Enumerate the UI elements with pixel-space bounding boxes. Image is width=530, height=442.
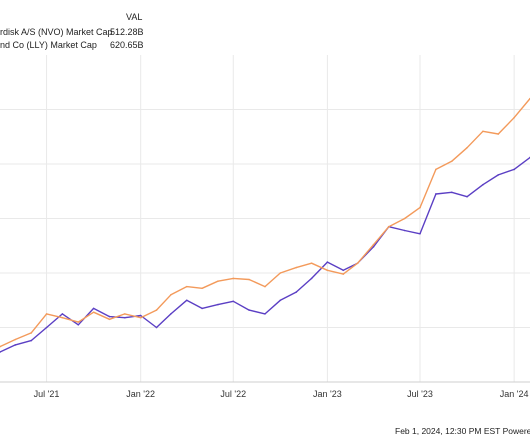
data-point-nvo <box>497 174 500 176</box>
data-point-lly <box>497 133 500 135</box>
data-point-nvo <box>248 309 250 311</box>
data-point-nvo <box>310 277 313 280</box>
data-point-lly <box>388 225 390 228</box>
data-point-lly <box>326 269 329 272</box>
legend-label-lly: nd Co (LLY) Market Cap <box>0 40 97 50</box>
data-point-lly <box>155 309 158 311</box>
footer-attribution: Feb 1, 2024, 12:30 PM EST Powered by ' <box>395 426 530 436</box>
data-point-nvo <box>30 339 33 342</box>
data-point-lly <box>513 116 515 119</box>
data-point-lly <box>139 316 142 319</box>
data-point-nvo <box>77 323 80 326</box>
data-point-nvo <box>185 299 188 302</box>
data-point-lly <box>232 277 235 280</box>
data-point-lly <box>14 338 17 341</box>
data-point-nvo <box>217 303 219 306</box>
data-point-lly <box>30 332 33 334</box>
data-point-lly <box>295 266 298 269</box>
data-point-lly <box>201 287 203 290</box>
data-point-lly <box>264 285 266 288</box>
data-point-nvo <box>435 193 437 195</box>
data-point-lly <box>124 313 126 315</box>
data-point-nvo <box>513 168 515 171</box>
data-point-lly <box>92 311 95 314</box>
x-tick-label: Jan '24 <box>500 389 529 399</box>
data-point-nvo <box>419 232 421 235</box>
legend-value-nvo: 512.28B <box>110 27 144 37</box>
data-point-nvo <box>14 344 17 346</box>
data-point-nvo <box>450 191 453 194</box>
data-point-nvo <box>232 300 235 303</box>
legend-label-nvo: rdisk A/S (NVO) Market Cap <box>0 27 113 37</box>
grid-layer <box>0 55 530 383</box>
data-point-lly <box>403 217 406 220</box>
x-tick-label: Jul '21 <box>34 389 60 399</box>
data-point-lly <box>170 294 172 296</box>
data-point-nvo <box>372 246 375 248</box>
data-point-nvo <box>326 261 329 263</box>
series-layer <box>0 97 530 353</box>
data-point-lly <box>450 160 453 163</box>
data-point-lly <box>45 313 48 315</box>
data-point-lly <box>419 206 421 209</box>
data-point-lly <box>279 272 282 274</box>
data-point-nvo <box>61 313 64 315</box>
data-point-nvo <box>279 299 282 302</box>
data-point-lly <box>61 316 64 319</box>
data-point-lly <box>108 318 111 321</box>
data-point-nvo <box>45 326 48 329</box>
data-point-nvo <box>139 314 142 317</box>
data-point-nvo <box>482 183 484 186</box>
data-point-lly <box>482 130 484 133</box>
data-point-lly <box>248 278 250 281</box>
x-tick-label: Jul '22 <box>220 389 246 399</box>
x-tick-label: Jan '23 <box>313 389 342 399</box>
data-point-nvo <box>108 315 111 318</box>
data-point-nvo <box>0 351 1 353</box>
data-point-lly <box>185 285 188 288</box>
legend-value-lly: 620.65B <box>110 40 144 50</box>
legend: VAL rdisk A/S (NVO) Market Cap 512.28B n… <box>0 12 144 50</box>
data-point-nvo <box>201 307 203 310</box>
data-point-nvo <box>403 229 406 232</box>
data-point-lly <box>372 243 375 246</box>
data-point-lly <box>77 321 80 323</box>
x-axis-ticks: Jul '21 Jan '22 Jul '22 Jan '23 Jul '23 Jan '… <box>34 389 529 399</box>
data-point-nvo <box>124 316 126 319</box>
data-point-lly <box>217 280 219 282</box>
x-tick-label: Jul '23 <box>407 389 433 399</box>
data-point-nvo <box>92 307 95 310</box>
data-point-lly <box>342 273 345 275</box>
data-point-nvo <box>466 195 468 198</box>
data-point-lly <box>435 168 437 171</box>
x-tick-label: Jan '22 <box>126 389 155 399</box>
data-point-nvo <box>295 291 298 293</box>
data-point-nvo <box>342 269 345 272</box>
series-line-lly <box>0 98 530 348</box>
data-point-lly <box>466 146 468 149</box>
series-line-nvo <box>0 156 530 353</box>
legend-header: VAL <box>126 12 142 22</box>
data-point-lly <box>310 262 313 264</box>
data-point-lly <box>356 262 359 264</box>
data-point-lly <box>0 345 1 348</box>
data-point-nvo <box>155 326 158 329</box>
data-point-nvo <box>264 313 266 315</box>
data-point-nvo <box>170 313 172 315</box>
